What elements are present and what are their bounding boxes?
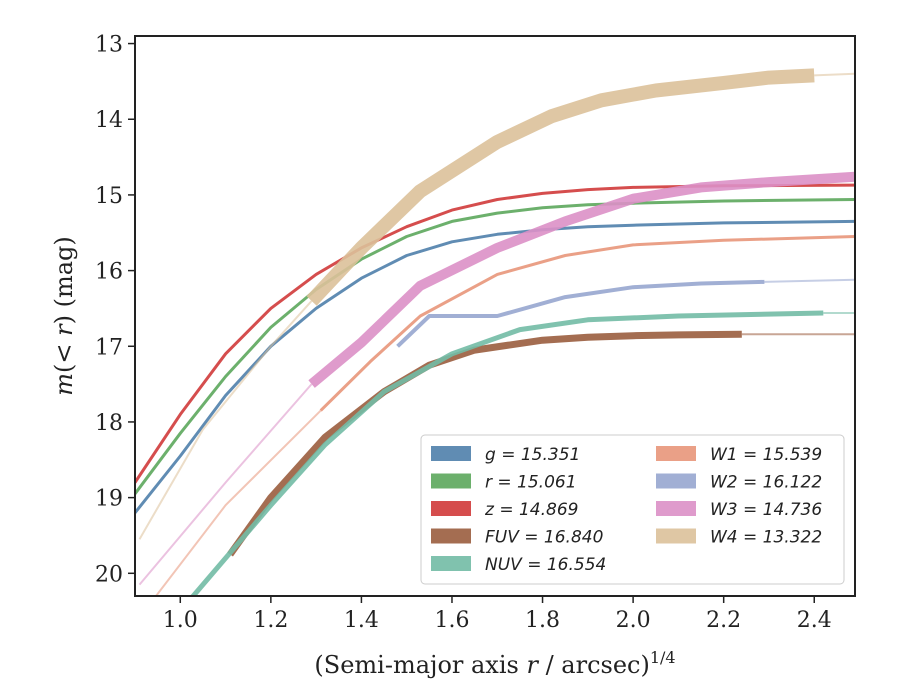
y-tick-label: 15 bbox=[95, 184, 123, 209]
legend-label-w3: W3 = 14.736 bbox=[710, 500, 822, 520]
legend-label-w2: W2 = 16.122 bbox=[710, 473, 822, 493]
legend-swatch-g bbox=[431, 446, 471, 461]
y-tick-label: 14 bbox=[95, 108, 123, 133]
plot-frame bbox=[134, 35, 856, 597]
legend-label-g: g = 15.351 bbox=[485, 445, 580, 465]
legend-swatch-w1 bbox=[656, 446, 696, 461]
series-nuv-line bbox=[189, 310, 824, 596]
legend-swatch-fuv bbox=[431, 528, 471, 544]
x-tick-label: 2.0 bbox=[616, 608, 651, 633]
series-w3-extension-0 bbox=[138, 383, 313, 586]
x-tick-label: 1.8 bbox=[525, 608, 560, 633]
x-tick-label: 1.0 bbox=[163, 608, 198, 633]
legend-label-nuv: NUV = 16.554 bbox=[485, 555, 606, 575]
ticks-layer: 1.0 1.2 1.4 1.6 1.8 2.0 2.2 2.4 13 14 15 16 17 18 19 20 bbox=[95, 33, 832, 633]
legend-swatch-w2 bbox=[656, 473, 696, 489]
series-w1-extension-0 bbox=[154, 409, 322, 596]
series-w2-line bbox=[396, 279, 765, 348]
x-axis-label: (Semi-major axis r / arcsec)1/4 bbox=[314, 648, 675, 679]
series-g-line bbox=[135, 219, 855, 514]
series-w4-extension-1 bbox=[814, 72, 855, 77]
x-tick-label: 2.2 bbox=[706, 608, 741, 633]
legend-swatch-z bbox=[431, 501, 471, 516]
legend-box bbox=[420, 434, 845, 585]
y-axis-label: m(< r) (mag) bbox=[50, 236, 78, 396]
y-tick-label: 18 bbox=[95, 411, 123, 436]
x-tick-label: 1.2 bbox=[253, 608, 288, 633]
y-tick-label: 19 bbox=[95, 487, 123, 512]
legend-label-z: z = 14.869 bbox=[484, 500, 578, 520]
legend-swatch-r bbox=[431, 473, 471, 489]
series-w3-line bbox=[308, 171, 855, 388]
series-w2-extension-0 bbox=[764, 278, 855, 283]
series-fuv-line bbox=[227, 330, 742, 557]
legend: g = 15.351 r = 15.061 z = 14.869 FUV = 16.8… bbox=[420, 434, 845, 585]
series-w4-extension-0 bbox=[138, 300, 313, 540]
series-layer bbox=[135, 68, 855, 596]
series-z-line bbox=[135, 183, 855, 484]
y-tick-label: 16 bbox=[95, 260, 123, 285]
legend-label-fuv: FUV = 16.840 bbox=[485, 528, 603, 548]
legend-label-r: r = 15.061 bbox=[485, 473, 577, 493]
legend-swatch-w4 bbox=[656, 528, 696, 544]
series-w1-line bbox=[319, 235, 855, 412]
x-tick-label: 1.4 bbox=[344, 608, 379, 633]
legend-swatch-w3 bbox=[656, 501, 696, 516]
legend-label-w1: W1 = 15.539 bbox=[710, 445, 822, 465]
x-tick-label: 2.4 bbox=[797, 608, 832, 633]
y-tick-label: 13 bbox=[95, 33, 123, 58]
legend-label-w4: W4 = 13.322 bbox=[710, 528, 822, 548]
y-tick-label: 20 bbox=[95, 562, 123, 587]
series-w4-line bbox=[306, 68, 815, 306]
x-tick-label: 1.6 bbox=[434, 608, 469, 633]
y-tick-label: 17 bbox=[95, 335, 123, 360]
legend-swatch-nuv bbox=[431, 556, 471, 571]
